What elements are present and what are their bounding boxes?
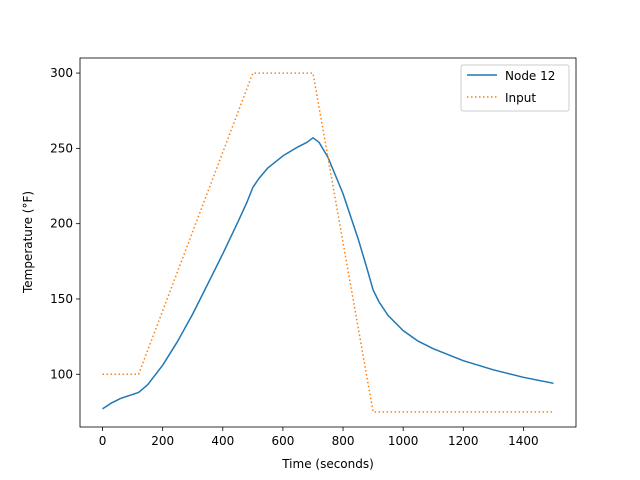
legend-label-node-12: Node 12 — [505, 69, 555, 83]
x-tick-label: 600 — [271, 434, 294, 448]
legend-box — [460, 64, 570, 112]
plot-frame — [79, 57, 577, 428]
y-tick-label: 100 — [50, 367, 73, 381]
x-tick-label: 0 — [99, 434, 107, 448]
y-axis-ticks: 100 150 200 250 300 — [50, 66, 80, 381]
legend-label-input: Input — [505, 91, 536, 105]
x-tick-label: 1400 — [508, 434, 539, 448]
x-tick-label: 400 — [211, 434, 234, 448]
y-tick-label: 150 — [50, 292, 73, 306]
legend: Node 12 Input — [460, 64, 570, 112]
x-tick-label: 1200 — [448, 434, 479, 448]
x-tick-label: 1000 — [388, 434, 419, 448]
x-tick-label: 800 — [332, 434, 355, 448]
y-tick-label: 200 — [50, 217, 73, 231]
y-tick-label: 300 — [50, 66, 73, 80]
x-axis-label: Time (seconds) — [281, 457, 374, 471]
series-layer — [102, 72, 554, 413]
x-tick-label: 200 — [151, 434, 174, 448]
series-line-node-12 — [102, 137, 554, 410]
y-tick-label: 250 — [50, 141, 73, 155]
series-line-input — [102, 72, 554, 413]
x-axis-ticks: 0 200 400 600 800 1000 1200 1400 — [99, 427, 539, 448]
y-axis-label: Temperature (°F) — [21, 191, 35, 294]
